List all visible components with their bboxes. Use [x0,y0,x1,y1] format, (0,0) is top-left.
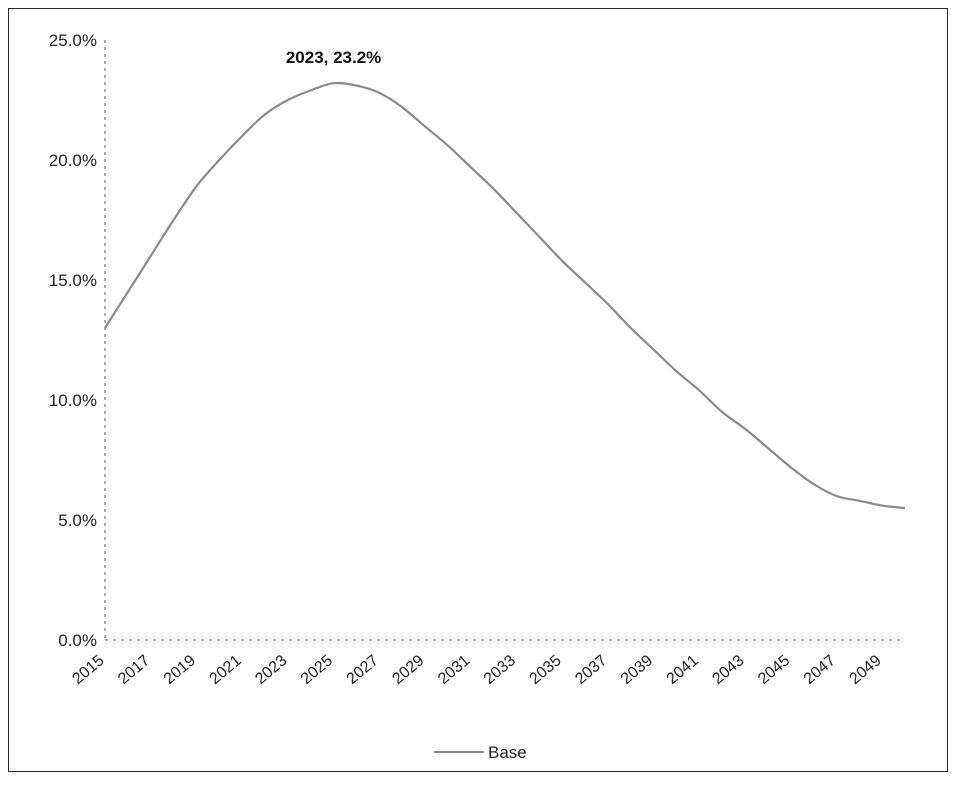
x-tick-label: 2049 [847,652,885,688]
y-tick-label: 5.0% [58,511,97,530]
y-tick-label: 20.0% [49,151,97,170]
legend: Base [434,743,527,762]
legend-label-base: Base [488,743,527,762]
x-tick-label: 2045 [755,652,793,688]
x-tick-label: 2031 [435,652,473,688]
y-tick-label: 10.0% [49,391,97,410]
x-tick-label: 2029 [389,652,427,688]
data-label-peak: 2023, 23.2% [286,48,381,67]
data-annotation-group: 2023, 23.2% [286,48,381,67]
x-tick-label: 2015 [69,652,107,688]
series-group [104,81,906,510]
x-tick-label: 2027 [344,652,382,688]
y-tick-label: 0.0% [58,631,97,650]
x-tick-label: 2043 [709,652,747,688]
x-tick-label: 2039 [618,652,656,688]
y-tick-label: 25.0% [49,31,97,50]
x-tick-label: 2041 [664,652,702,688]
y-axis-tick-labels: 0.0% 5.0% 10.0% 15.0% 20.0% 25.0% [49,31,97,650]
axes [104,40,905,641]
chart-frame [8,8,948,772]
x-tick-label: 2023 [252,652,290,688]
x-tick-label: 2017 [115,652,153,688]
x-tick-label: 2033 [481,652,519,688]
x-tick-label: 2019 [161,652,199,688]
x-tick-label: 2037 [572,652,610,688]
x-tick-label: 2021 [207,652,245,688]
x-tick-label: 2035 [527,652,565,688]
x-tick-label: 2047 [801,652,839,688]
series-line-base [104,81,906,510]
x-axis-tick-labels: 2015 2017 2019 2021 2023 2025 2027 2029 2031 2033… [69,652,884,688]
x-tick-label: 2025 [298,652,336,688]
y-tick-label: 15.0% [49,271,97,290]
